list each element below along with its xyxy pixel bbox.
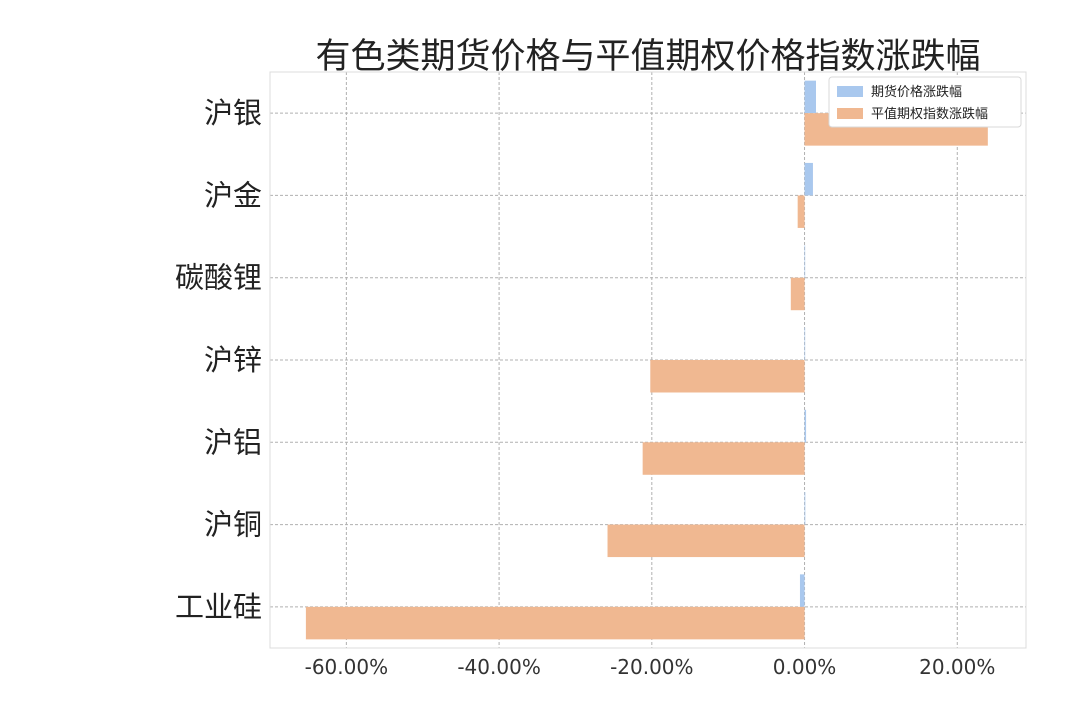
- category-label: 工业硅: [175, 590, 262, 624]
- legend-label: 平值期权指数涨跌幅: [871, 106, 988, 122]
- bar-option-4: [642, 442, 805, 475]
- legend-box: [828, 76, 1022, 128]
- grid: [270, 72, 1026, 648]
- bar-option-1: [797, 195, 805, 228]
- legend-swatch: [837, 108, 863, 119]
- bar-option-6: [305, 606, 805, 640]
- x-tick-label: 0.00%: [773, 655, 837, 679]
- bar-option-2: [790, 277, 805, 311]
- bar-futures-2: [804, 245, 806, 278]
- bar-futures-3: [804, 327, 806, 360]
- x-tick-label: -20.00%: [610, 655, 693, 679]
- bar-option-3: [650, 360, 805, 393]
- bar-option-5: [607, 524, 805, 558]
- category-label: 沪银: [204, 96, 262, 130]
- category-label: 沪金: [204, 178, 262, 212]
- bar-futures-1: [804, 162, 813, 196]
- x-tick-label: -60.00%: [305, 655, 388, 679]
- bar-futures-5: [804, 492, 806, 525]
- bar-futures-4: [804, 409, 807, 443]
- plot-frame: [269, 71, 1027, 649]
- category-label: 沪铜: [204, 508, 262, 542]
- legend-label: 期货价格涨跌幅: [871, 84, 962, 100]
- category-label: 碳酸锂: [175, 261, 262, 295]
- bar-futures-6: [799, 574, 805, 607]
- x-tick-label: -40.00%: [457, 655, 540, 679]
- category-label: 沪铝: [204, 425, 262, 459]
- bar-futures-0: [804, 80, 816, 114]
- x-tick-label: 20.00%: [919, 655, 995, 679]
- axes: -60.00% -40.00% -20.00% 0.00% 20.00% 沪银沪金碳酸锂沪…: [175, 71, 1027, 679]
- chart-title: 有色类期货价格与平值期权价格指数涨跌幅: [315, 37, 981, 77]
- legend-swatch: [837, 86, 863, 97]
- category-label: 沪锌: [204, 343, 262, 377]
